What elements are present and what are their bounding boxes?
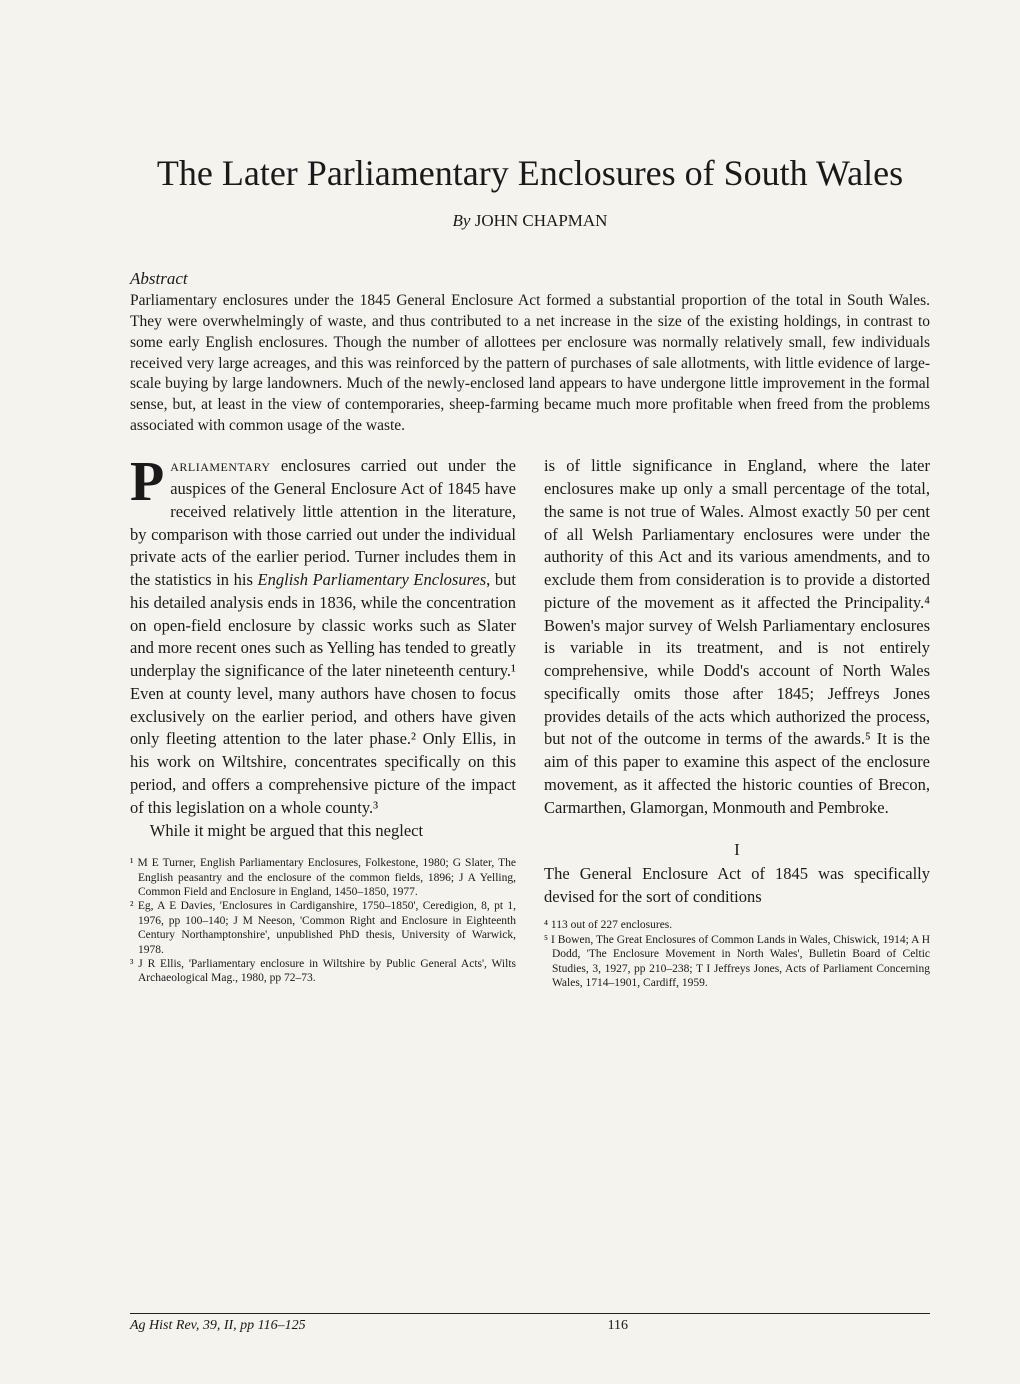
article-title: The Later Parliamentary Enclosures of So… (130, 150, 930, 197)
body-paragraph-4: The General Enclosure Act of 1845 was sp… (544, 863, 930, 909)
body-paragraph-3: is of little significance in England, wh… (544, 455, 930, 819)
footnote-3: ³ J R Ellis, 'Parliamentary enclosure in… (130, 957, 516, 986)
abstract-text: Parliamentary enclosures under the 1845 … (130, 291, 930, 437)
body-paragraph-1: Parliamentary enclosures carried out und… (130, 455, 516, 819)
body-columns: Parliamentary enclosures carried out und… (130, 455, 930, 990)
footnote-4: ⁴ 113 out of 227 enclosures. (544, 918, 930, 932)
footnote-2: ² Eg, A E Davies, 'Enclosures in Cardiga… (130, 899, 516, 957)
footer-reference: Ag Hist Rev, 39, II, pp 116–125 (130, 1318, 306, 1334)
body-text: , but his detailed analysis ends in 1836… (130, 570, 516, 817)
byline-author: JOHN CHAPMAN (475, 211, 608, 230)
byline: By JOHN CHAPMAN (130, 211, 930, 231)
first-word: arliamentary (170, 456, 270, 475)
body-paragraph-2: While it might be argued that this negle… (130, 820, 516, 843)
footnote-1: ¹ M E Turner, English Parliamentary Encl… (130, 856, 516, 899)
abstract-label: Abstract (130, 269, 930, 289)
footnote-5: ⁵ I Bowen, The Great Enclosures of Commo… (544, 933, 930, 991)
section-number: I (544, 838, 930, 861)
dropcap: P (130, 455, 170, 507)
footnotes-right: ⁴ 113 out of 227 enclosures. ⁵ I Bowen, … (544, 918, 930, 990)
page-footer: Ag Hist Rev, 39, II, pp 116–125 116 (130, 1313, 930, 1334)
book-title-italic: English Parliamentary Enclosures (258, 570, 487, 589)
footnotes-left: ¹ M E Turner, English Parliamentary Encl… (130, 856, 516, 985)
byline-by: By (453, 211, 471, 230)
